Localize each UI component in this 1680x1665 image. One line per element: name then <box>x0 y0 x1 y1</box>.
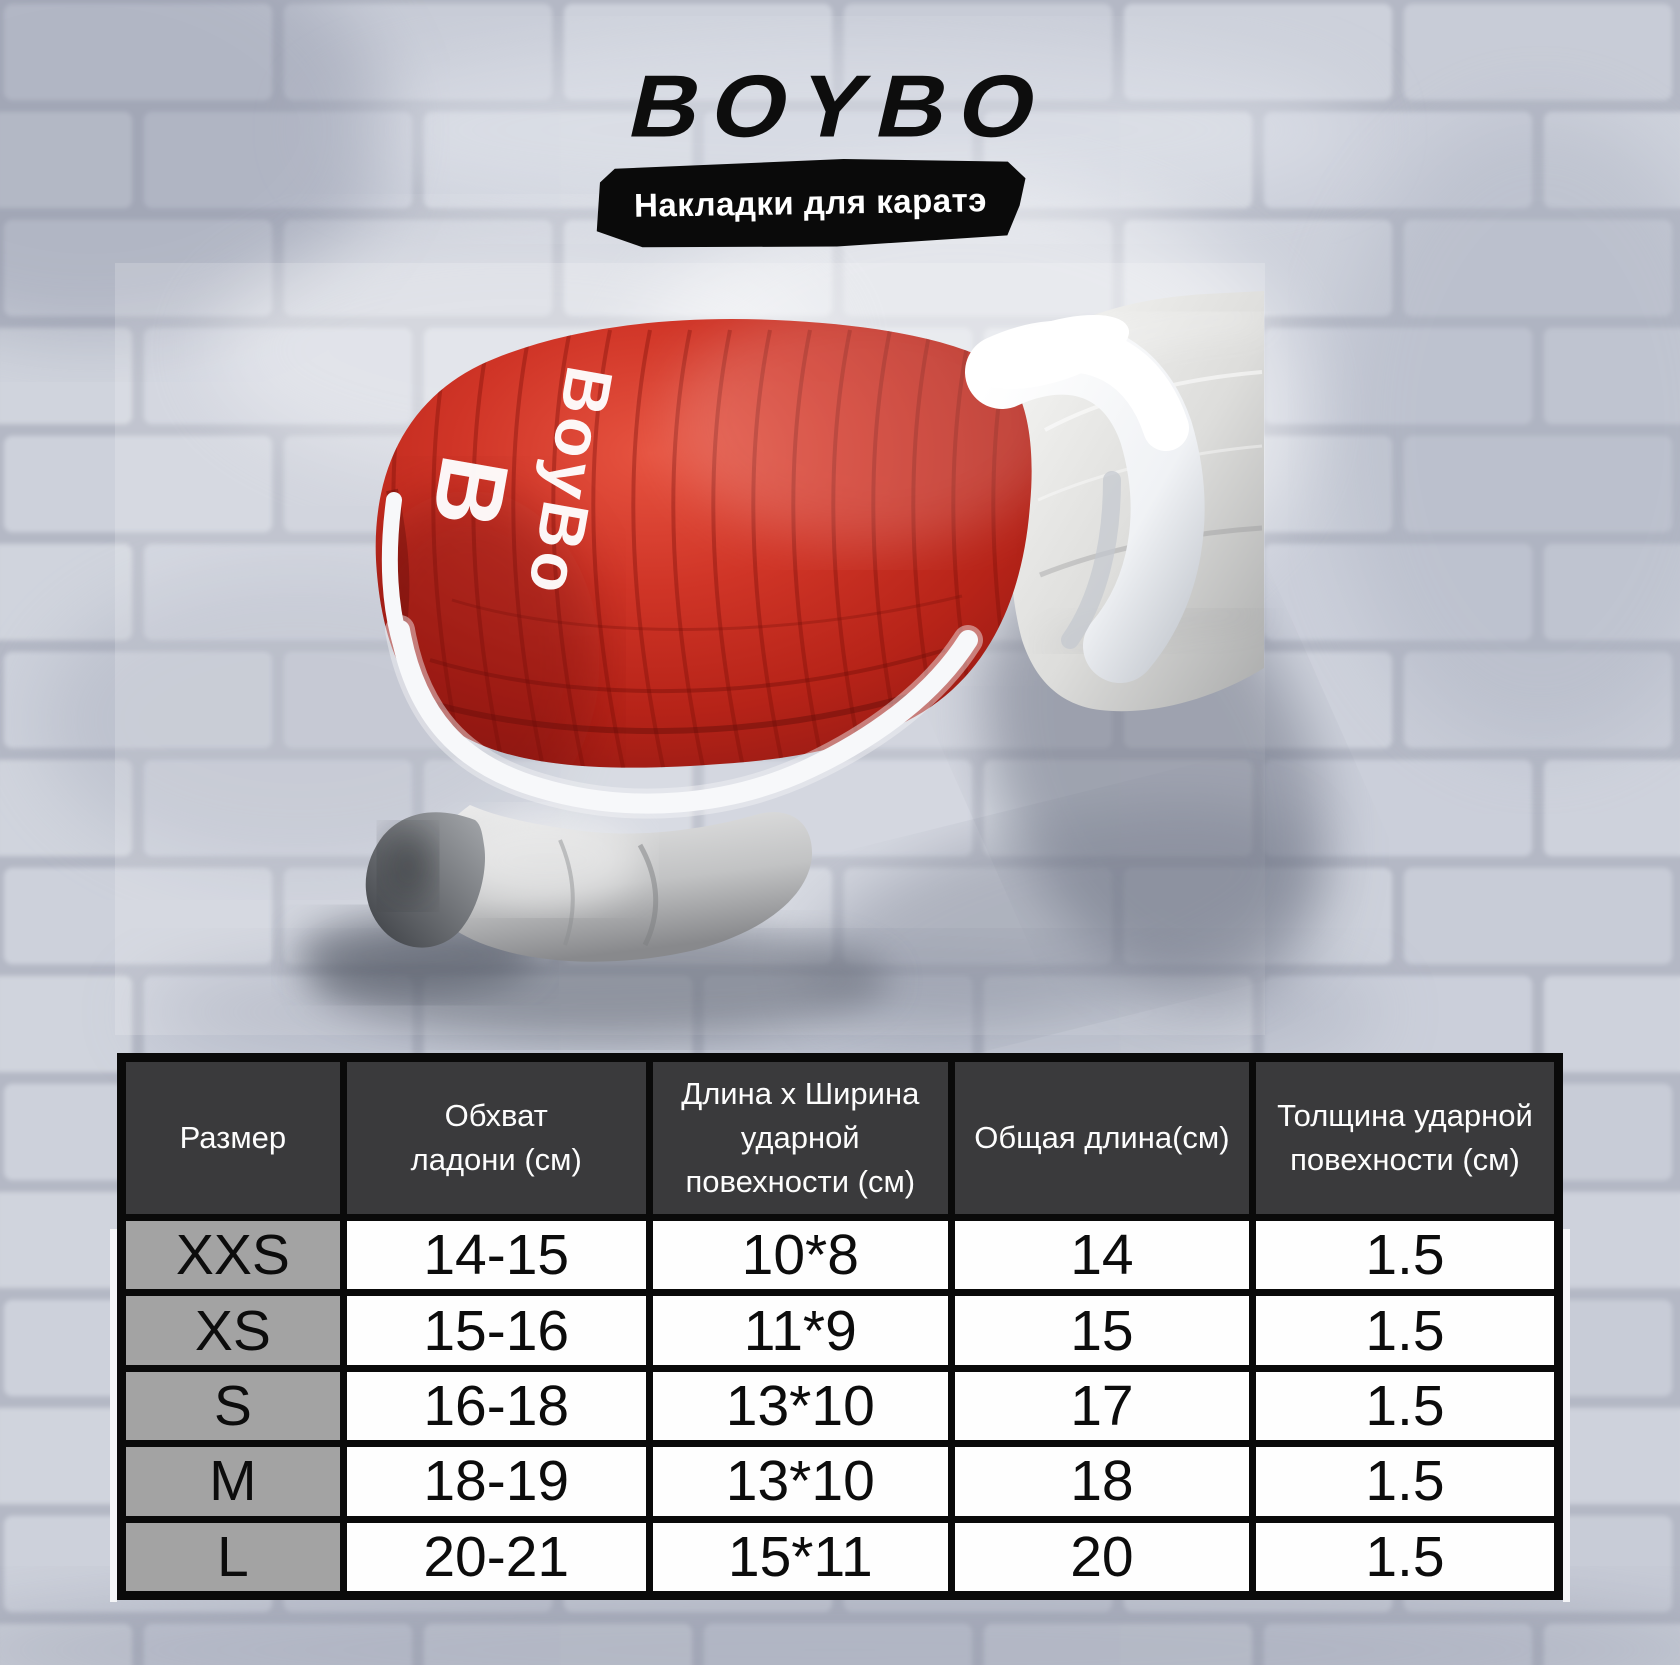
value-cell: 14 <box>954 1221 1249 1290</box>
value-cell: 18 <box>954 1447 1249 1516</box>
karate-pad: BoyBo B <box>375 318 1032 819</box>
value-cell: 15-16 <box>346 1296 646 1365</box>
pad-trim <box>381 492 983 819</box>
value-cell: 15*11 <box>652 1522 948 1591</box>
value-cell: 1.5 <box>1255 1522 1554 1591</box>
value-cell: 15 <box>954 1296 1249 1365</box>
value-cell: 20 <box>954 1522 1249 1591</box>
product-title-banner: Накладки для каратэ <box>593 153 1027 253</box>
size-cell: XS <box>126 1296 340 1365</box>
header-cell-thickness: Толщина ударной повехности (см) <box>1255 1062 1554 1214</box>
brand-logo-wordmark: BOYBO <box>620 57 1060 156</box>
size-table: Размер Обхват ладони (см) Длина х Ширина… <box>110 1053 1570 1602</box>
size-cell: S <box>126 1371 340 1441</box>
value-cell: 16-18 <box>346 1371 646 1441</box>
size-cell: M <box>126 1447 340 1516</box>
value-cell: 17 <box>954 1371 1249 1441</box>
value-cell: 13*10 <box>652 1447 948 1516</box>
value-cell: 20-21 <box>346 1522 646 1591</box>
header-cell-length: Общая длина(см) <box>954 1062 1249 1214</box>
value-cell: 18-19 <box>346 1447 646 1516</box>
size-cell: L <box>126 1522 340 1591</box>
value-cell: 14-15 <box>346 1221 646 1290</box>
value-cell: 1.5 <box>1255 1221 1554 1290</box>
value-cell: 13*10 <box>652 1371 948 1441</box>
fist <box>365 805 813 962</box>
value-cell: 1.5 <box>1255 1296 1554 1365</box>
header-cell-size: Размер <box>126 1062 340 1214</box>
size-cell: XXS <box>126 1221 340 1290</box>
cuff <box>965 314 1205 683</box>
product-title-text: Накладки для каратэ <box>633 181 987 224</box>
value-cell: 1.5 <box>1255 1371 1554 1441</box>
value-cell: 11*9 <box>652 1296 948 1365</box>
value-cell: 10*8 <box>652 1221 948 1290</box>
header-cell-strike: Длина х Ширина ударной повехности (см) <box>652 1062 948 1214</box>
value-cell: 1.5 <box>1255 1447 1554 1516</box>
header-cell-palm: Обхват ладони (см) <box>346 1062 646 1214</box>
